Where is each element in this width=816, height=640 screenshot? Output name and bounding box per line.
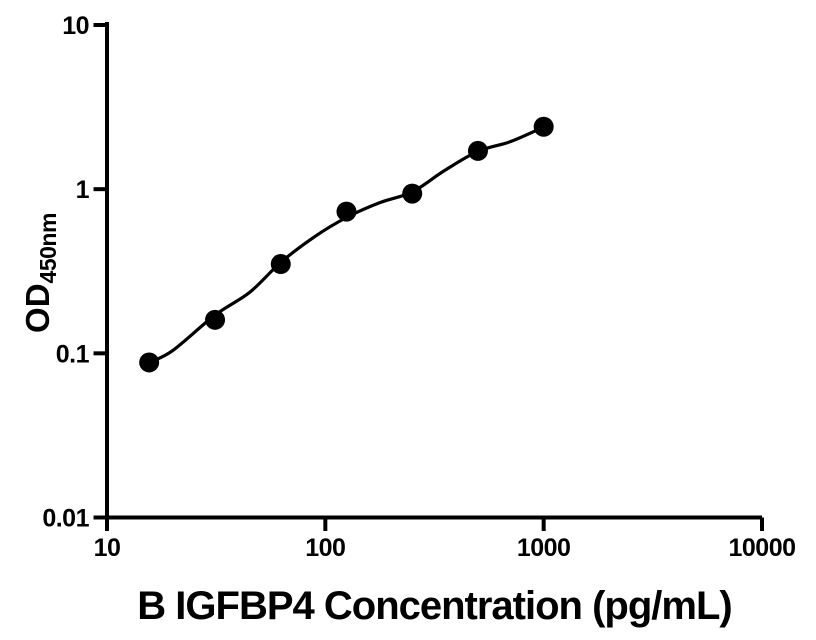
y-tick-label: 1 xyxy=(76,176,90,204)
y-axis-title: OD450nm xyxy=(16,188,61,358)
data-point-marker xyxy=(467,140,488,161)
x-tick-label: 10 xyxy=(94,534,121,562)
y-axis-title-main: OD xyxy=(19,283,56,333)
x-tick-label: 1000 xyxy=(517,534,571,562)
data-point-marker xyxy=(402,183,423,204)
x-axis-title: B IGFBP4 Concentration (pg/mL) xyxy=(137,584,732,628)
data-point-marker xyxy=(533,116,554,137)
y-tick-label: 10 xyxy=(62,12,89,40)
data-point-marker xyxy=(270,254,291,275)
y-axis-title-subscript: 450nm xyxy=(35,213,61,284)
axis-lines xyxy=(105,22,762,520)
data-point-marker xyxy=(205,309,226,330)
x-tick-label: 10000 xyxy=(728,534,795,562)
x-tick-label: 100 xyxy=(305,534,345,562)
y-tick-label: 0.1 xyxy=(56,340,90,368)
data-point-marker xyxy=(139,352,160,373)
y-tick-label: 0.01 xyxy=(42,505,89,533)
data-point-marker xyxy=(336,201,357,222)
